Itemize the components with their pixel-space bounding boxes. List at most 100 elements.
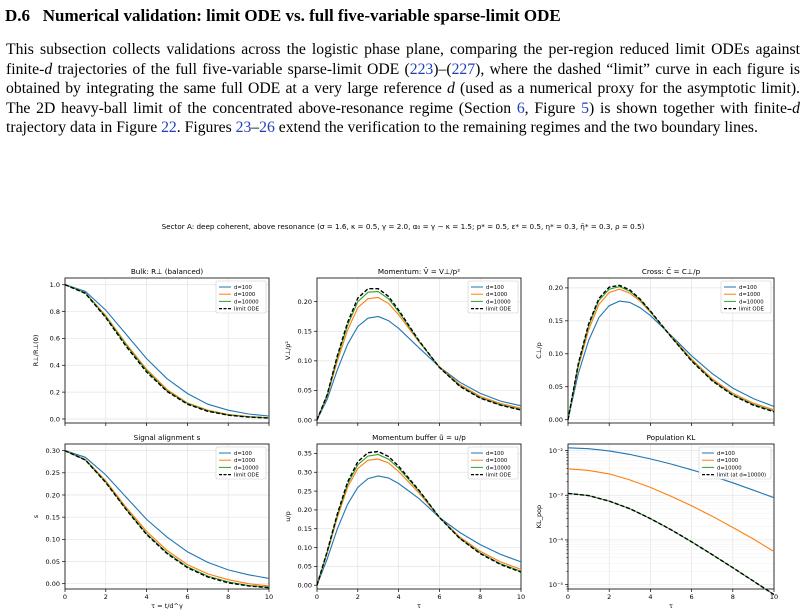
equation-ref-link[interactable]: 227 [451, 60, 476, 78]
y-tick-label: 0.15 [46, 513, 60, 521]
x-tick-label: 6 [437, 593, 441, 601]
chart-panel: 0.00 0.05 0.10 0.15 0.20 Cross: C̄ = C⊥/p C⊥/p… [535, 267, 775, 426]
legend-label: limit ODE [486, 307, 512, 313]
x-tick-label: 2 [104, 593, 108, 601]
y-tick-label: 0.20 [549, 284, 563, 292]
plot-frame [64, 277, 270, 424]
series-line [316, 288, 522, 421]
text-run: extend the verification to the remaining… [274, 119, 758, 137]
text-run: )–( [433, 60, 452, 78]
legend-label: d=1000 [739, 292, 761, 298]
section-title: Numerical validation: limit ODE vs. full… [42, 6, 561, 25]
series-line [64, 450, 270, 589]
legend-box [720, 280, 772, 314]
section-paragraph: This subsection collects validations acr… [6, 40, 800, 138]
y-tick-label: 0.05 [549, 383, 563, 391]
panel-title: Momentum: V̄ = V⊥/p² [378, 267, 460, 276]
math-d: d [44, 60, 53, 78]
y-tick-label: 0.30 [298, 469, 312, 477]
y-tick-label: 1.0 [50, 281, 60, 289]
series-line [64, 284, 270, 417]
series-line [316, 315, 522, 421]
x-tick-label: 6 [690, 593, 694, 601]
x-tick-label: 6 [185, 593, 189, 601]
y-tick-label: 0.15 [298, 328, 312, 336]
x-tick-label: 8 [226, 593, 230, 601]
series-line [567, 468, 775, 553]
y-tick-label: 10⁻² [549, 447, 564, 455]
y-tick-label: 0.15 [549, 317, 563, 325]
figure-ref-link[interactable]: 22 [161, 119, 177, 137]
y-tick-label: 0.10 [46, 536, 60, 544]
y-tick-label: 0.4 [50, 362, 60, 370]
y-axis-label: KL_pop [535, 505, 543, 528]
x-axis-label: τ [417, 602, 421, 610]
figure-ref-link[interactable]: 26 [259, 119, 275, 137]
y-tick-label: 0.20 [298, 298, 312, 306]
legend-label: limit ODE [739, 307, 765, 313]
legend-label: limit ODE [234, 473, 260, 479]
series-line [567, 288, 775, 420]
x-tick-label: 8 [478, 593, 482, 601]
panel-title: Population KL [647, 433, 696, 442]
y-tick-label: 0.35 [298, 450, 312, 458]
series-line [316, 296, 522, 421]
series-line [64, 450, 270, 579]
plot-frame [567, 443, 775, 590]
section-ref-link[interactable]: 6 [516, 99, 525, 117]
legend-label: d=10000 [486, 299, 511, 305]
x-tick-label: 0 [63, 593, 67, 601]
y-tick-label: 0.20 [298, 506, 312, 514]
x-tick-label: 10 [770, 593, 778, 601]
y-tick-label: 0.20 [46, 491, 60, 499]
section-number: D.6 [5, 6, 31, 25]
x-axis-label: τ = t/d^γ [151, 602, 183, 610]
legend-label: d=100 [486, 285, 505, 291]
panel-title: Bulk: R⊥ (balanced) [131, 267, 204, 276]
y-tick-label: 0.30 [46, 447, 60, 455]
legend-label: d=100 [739, 285, 758, 291]
series-line [64, 450, 270, 587]
legend-box [467, 446, 519, 480]
plot-frame [567, 277, 775, 424]
equation-ref-link[interactable]: 223 [409, 60, 434, 78]
series-line [567, 447, 775, 499]
x-tick-label: 4 [397, 593, 401, 601]
y-axis-label: s [32, 514, 40, 518]
x-tick-label: 4 [648, 593, 652, 601]
plot-frame [316, 443, 522, 590]
legend-box [215, 280, 267, 314]
x-tick-label: 4 [145, 593, 149, 601]
y-tick-label: 0.00 [298, 416, 312, 424]
math-d: d [446, 80, 455, 98]
panel-title: Signal alignment s [134, 433, 201, 442]
series-line [316, 450, 522, 586]
y-tick-label: 0.15 [298, 525, 312, 533]
x-tick-label: 0 [566, 593, 570, 601]
y-tick-label: 0.25 [298, 487, 312, 495]
y-tick-label: 10⁻⁵ [549, 581, 564, 589]
figure-ref-link[interactable]: 23 [235, 119, 252, 137]
legend-label: d=1000 [234, 458, 256, 464]
chart-panel: 0.00 0.05 0.10 0.15 0.20 Momentum: V̄ = V⊥/p²… [284, 267, 522, 426]
legend-box [467, 280, 519, 314]
text-run: (used as a numerical proxy for the asymp… [6, 80, 800, 117]
panel-title: Momentum buffer ũ = u/p [372, 433, 466, 442]
legend-label: d=1000 [486, 292, 508, 298]
y-tick-label: 0.2 [50, 388, 60, 396]
text-run: ), where the dashed “limit” curve in eac… [6, 60, 801, 98]
plot-frame [316, 277, 522, 424]
text-run: trajectory data in Figure [6, 119, 162, 137]
text-run: , Figure [524, 99, 582, 117]
legend-label: d=1000 [486, 458, 508, 464]
figure-ref-link[interactable]: 5 [581, 99, 589, 117]
x-tick-label: 2 [607, 593, 611, 601]
figure-suptitle: Sector A: deep coherent, above resonance… [161, 222, 645, 231]
y-tick-label: 0.05 [46, 558, 60, 566]
text-run: . Figures [176, 119, 236, 137]
series-line [567, 284, 775, 420]
y-axis-label: V⊥/p² [284, 341, 292, 360]
text-run: – [251, 119, 260, 137]
y-axis-label: R⊥/R⊥(0) [32, 335, 40, 367]
